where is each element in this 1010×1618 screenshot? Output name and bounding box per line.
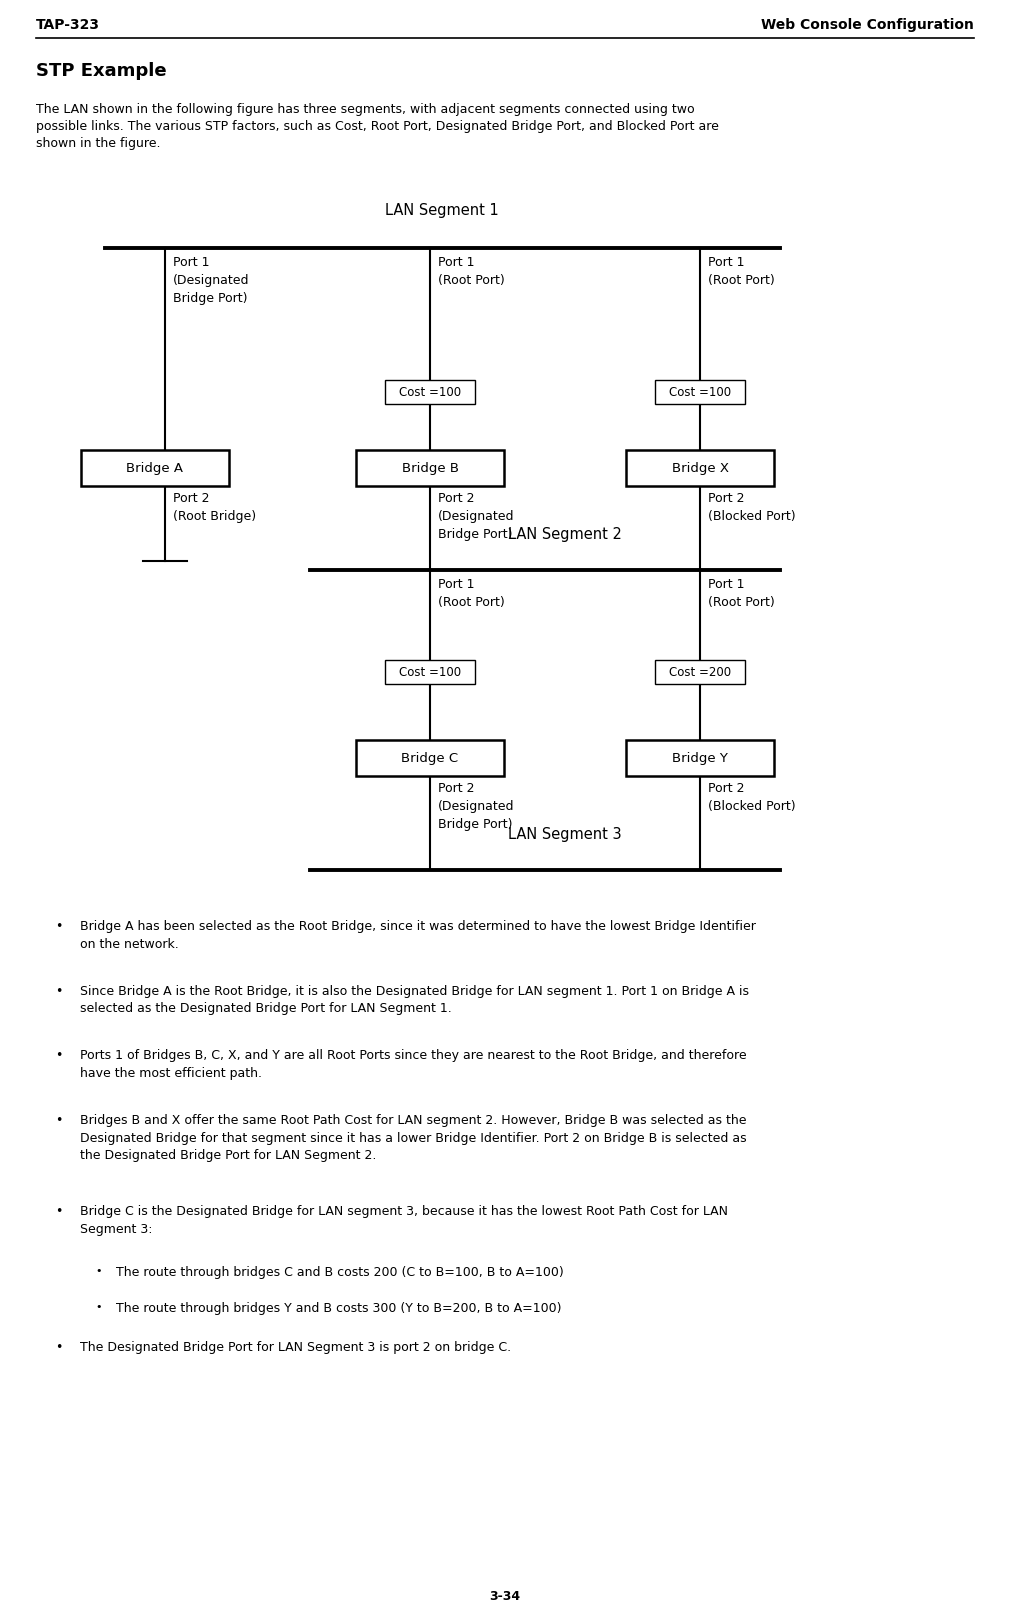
Text: Bridge C: Bridge C bbox=[401, 751, 459, 764]
Text: Port 1
(Root Port): Port 1 (Root Port) bbox=[438, 256, 505, 286]
Bar bbox=[356, 450, 504, 485]
Text: Bridge X: Bridge X bbox=[672, 461, 728, 474]
Text: Port 2
(Blocked Port): Port 2 (Blocked Port) bbox=[708, 492, 796, 523]
Text: STP Example: STP Example bbox=[36, 61, 167, 79]
Text: LAN Segment 1: LAN Segment 1 bbox=[385, 202, 499, 218]
Bar bbox=[385, 380, 475, 404]
Text: Port 1
(Designated
Bridge Port): Port 1 (Designated Bridge Port) bbox=[173, 256, 249, 306]
Text: Ports 1 of Bridges B, C, X, and Y are all Root Ports since they are nearest to t: Ports 1 of Bridges B, C, X, and Y are al… bbox=[80, 1050, 746, 1079]
Text: Bridge A has been selected as the Root Bridge, since it was determined to have t: Bridge A has been selected as the Root B… bbox=[80, 921, 755, 950]
Text: Cost =100: Cost =100 bbox=[669, 385, 731, 398]
Text: •: • bbox=[55, 1115, 63, 1128]
Text: possible links. The various STP factors, such as Cost, Root Port, Designated Bri: possible links. The various STP factors,… bbox=[36, 120, 719, 133]
Bar bbox=[626, 450, 774, 485]
Text: LAN Segment 3: LAN Segment 3 bbox=[508, 827, 622, 841]
Text: Bridge Y: Bridge Y bbox=[672, 751, 728, 764]
Text: The LAN shown in the following figure has three segments, with adjacent segments: The LAN shown in the following figure ha… bbox=[36, 104, 695, 116]
Text: TAP-323: TAP-323 bbox=[36, 18, 100, 32]
Text: The route through bridges Y and B costs 300 (Y to B=200, B to A=100): The route through bridges Y and B costs … bbox=[116, 1302, 562, 1315]
Text: Bridge C is the Designated Bridge for LAN segment 3, because it has the lowest R: Bridge C is the Designated Bridge for LA… bbox=[80, 1205, 728, 1236]
Text: Cost =100: Cost =100 bbox=[399, 385, 461, 398]
Text: The Designated Bridge Port for LAN Segment 3 is port 2 on bridge C.: The Designated Bridge Port for LAN Segme… bbox=[80, 1341, 511, 1354]
Text: Port 2
(Root Bridge): Port 2 (Root Bridge) bbox=[173, 492, 257, 523]
Text: •: • bbox=[55, 985, 63, 998]
Text: Since Bridge A is the Root Bridge, it is also the Designated Bridge for LAN segm: Since Bridge A is the Root Bridge, it is… bbox=[80, 985, 749, 1014]
Text: Web Console Configuration: Web Console Configuration bbox=[762, 18, 974, 32]
Text: Port 2
(Blocked Port): Port 2 (Blocked Port) bbox=[708, 781, 796, 812]
Text: Port 1
(Root Port): Port 1 (Root Port) bbox=[708, 256, 775, 286]
Text: Port 2
(Designated
Bridge Port): Port 2 (Designated Bridge Port) bbox=[438, 492, 514, 540]
Text: •: • bbox=[95, 1265, 101, 1277]
Bar bbox=[356, 739, 504, 777]
Text: Port 1
(Root Port): Port 1 (Root Port) bbox=[708, 578, 775, 608]
Text: •: • bbox=[55, 1050, 63, 1063]
Text: Bridge B: Bridge B bbox=[402, 461, 459, 474]
Text: Bridges B and X offer the same Root Path Cost for LAN segment 2. However, Bridge: Bridges B and X offer the same Root Path… bbox=[80, 1115, 746, 1162]
Text: Cost =200: Cost =200 bbox=[669, 665, 731, 678]
Text: 3-34: 3-34 bbox=[490, 1590, 520, 1603]
Text: •: • bbox=[55, 1341, 63, 1354]
Text: shown in the figure.: shown in the figure. bbox=[36, 138, 161, 150]
Bar bbox=[385, 660, 475, 684]
Bar bbox=[655, 660, 745, 684]
Text: Cost =100: Cost =100 bbox=[399, 665, 461, 678]
Text: LAN Segment 2: LAN Segment 2 bbox=[508, 527, 622, 542]
Text: Bridge A: Bridge A bbox=[126, 461, 184, 474]
Text: Port 1
(Root Port): Port 1 (Root Port) bbox=[438, 578, 505, 608]
Text: •: • bbox=[55, 1205, 63, 1218]
Bar bbox=[81, 450, 229, 485]
Text: •: • bbox=[95, 1302, 101, 1312]
Bar bbox=[626, 739, 774, 777]
Bar bbox=[655, 380, 745, 404]
Text: •: • bbox=[55, 921, 63, 934]
Text: Port 2
(Designated
Bridge Port): Port 2 (Designated Bridge Port) bbox=[438, 781, 514, 832]
Text: The route through bridges C and B costs 200 (C to B=100, B to A=100): The route through bridges C and B costs … bbox=[116, 1265, 564, 1278]
